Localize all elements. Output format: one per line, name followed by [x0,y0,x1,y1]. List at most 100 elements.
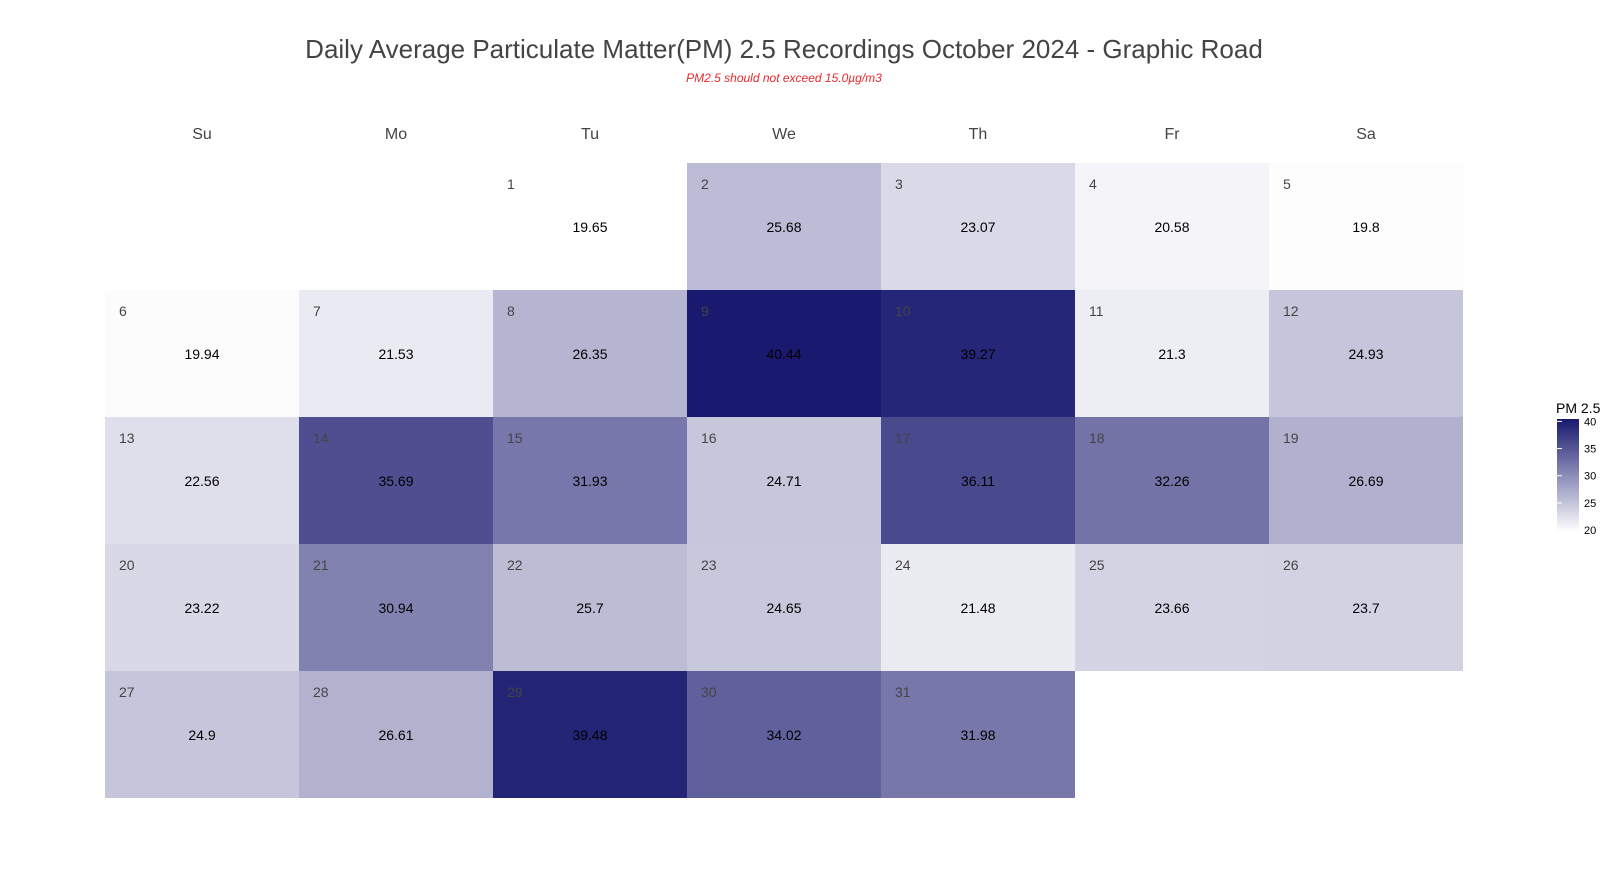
day-cell: 26 23.7 [1269,544,1463,671]
day-cell-fill [687,544,881,671]
day-value-label: 32.26 [1154,473,1189,489]
day-number: 6 [119,303,127,319]
day-value-label: 31.98 [960,727,995,743]
day-cell: 25 23.66 [1075,544,1269,671]
day-cell: 20 23.22 [105,544,299,671]
day-cell-fill [1075,417,1269,544]
day-cell: 22 25.7 [493,544,687,671]
day-cell-fill [105,544,299,671]
day-value-label: 23.22 [184,600,219,616]
color-legend: PM 2.5 40 35 30 25 20 [1556,400,1601,537]
day-value-label: 26.69 [1348,473,1383,489]
day-cell-fill [105,671,299,798]
day-number: 22 [507,557,523,573]
day-value-label: 20.58 [1154,219,1189,235]
day-cell: 16 24.71 [687,417,881,544]
day-cell: 619.94 [105,290,299,417]
day-value-label: 40.44 [766,346,801,362]
day-cell: 30 34.02 [687,671,881,798]
day-value-label: 25.7 [576,600,603,616]
weekday-label: We [772,126,796,143]
day-cell-fill [493,417,687,544]
day-cell-fill [687,290,881,417]
day-cell-fill [105,417,299,544]
day-number: 3 [895,176,903,192]
day-number: 25 [1089,557,1105,573]
day-cell: 17 36.11 [881,417,1075,544]
weekday-label: Su [192,126,212,143]
day-cell-fill [1075,163,1269,290]
day-cell-fill [105,290,299,417]
day-number: 16 [701,430,717,446]
legend-tick-label: 35 [1584,444,1596,456]
day-number: 7 [313,303,321,319]
day-cell-fill [881,290,1075,417]
day-number: 13 [119,430,135,446]
day-cell-fill [1269,417,1463,544]
day-number: 1 [507,176,515,192]
day-value-label: 36.11 [961,473,995,489]
day-cell: 27 24.9 [105,671,299,798]
day-cell: 14 35.69 [299,417,493,544]
weekday-label: Mo [385,126,407,143]
day-cell-fill [881,671,1075,798]
weekday-header-row: Su Mo Tu We Th Fr Sa [192,126,1376,143]
day-value-label: 19.65 [572,219,607,235]
day-cell-fill [1075,290,1269,417]
day-value-label: 39.48 [572,727,607,743]
day-cell-fill [299,417,493,544]
weekday-label: Th [969,126,988,143]
day-cell: 28 26.61 [299,671,493,798]
day-value-label: 21.48 [960,600,995,616]
day-value-label: 23.07 [960,219,995,235]
day-value-label: 39.27 [960,346,995,362]
day-cell-fill [687,671,881,798]
day-cell: 225.68 [687,163,881,290]
legend-colorbar [1557,419,1579,532]
day-cell-fill [687,163,881,290]
legend-title: PM 2.5 [1556,400,1601,416]
day-value-label: 24.9 [188,727,215,743]
day-value-label: 19.8 [1352,219,1379,235]
day-number: 4 [1089,176,1097,192]
day-number: 28 [313,684,329,700]
day-cell: 323.07 [881,163,1075,290]
day-cell: 21 30.94 [299,544,493,671]
day-cell-fill [493,163,687,290]
calendar-grid: 119.65225.68323.07420.58519.8619.94721.5… [105,163,1463,798]
day-cell-fill [1075,544,1269,671]
day-value-label: 30.94 [378,600,413,616]
day-number: 24 [895,557,911,573]
day-cell-fill [1269,544,1463,671]
day-value-label: 21.3 [1158,346,1185,362]
day-value-label: 22.56 [184,473,219,489]
day-cell: 420.58 [1075,163,1269,290]
day-cell-fill [881,544,1075,671]
day-cell: 119.65 [493,163,687,290]
day-number: 2 [701,176,709,192]
day-cell: 18 32.26 [1075,417,1269,544]
day-number: 9 [701,303,709,319]
day-cell: 12 24.93 [1269,290,1463,417]
day-cell-fill [493,671,687,798]
day-cell: 23 24.65 [687,544,881,671]
chart-title: Daily Average Particulate Matter(PM) 2.5… [305,34,1263,64]
day-cell: 721.53 [299,290,493,417]
day-value-label: 25.68 [766,219,801,235]
day-value-label: 23.7 [1352,600,1379,616]
day-value-label: 24.71 [766,473,801,489]
day-number: 17 [895,430,911,446]
day-number: 8 [507,303,515,319]
day-cell: 940.44 [687,290,881,417]
legend-tick-label: 25 [1584,498,1596,510]
day-value-label: 31.93 [572,473,607,489]
day-number: 12 [1283,303,1299,319]
day-cell: 31 31.98 [881,671,1075,798]
weekday-label: Tu [581,126,599,143]
day-value-label: 24.65 [766,600,801,616]
day-value-label: 21.53 [378,346,413,362]
day-cell: 19 26.69 [1269,417,1463,544]
day-cell-fill [493,290,687,417]
day-cell-fill [299,671,493,798]
